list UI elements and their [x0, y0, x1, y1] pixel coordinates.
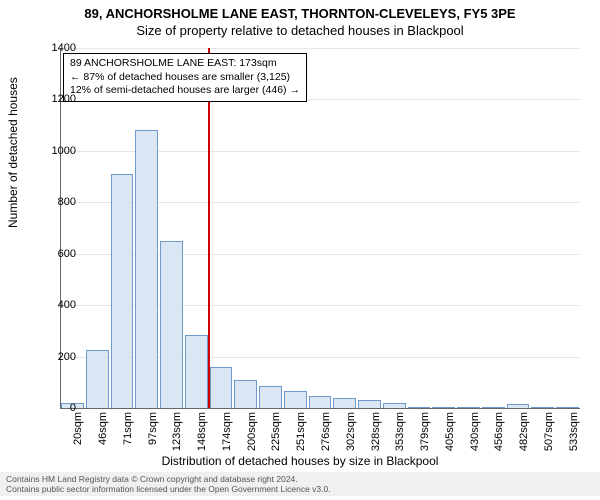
x-tick-label: 533sqm	[568, 412, 580, 452]
annotation-line: 89 ANCHORSHOLME LANE EAST: 173sqm	[70, 57, 300, 71]
x-tick-label: 276sqm	[320, 412, 332, 452]
footer-line-2: Contains public sector information licen…	[6, 484, 594, 494]
y-tick-label: 1000	[52, 145, 76, 157]
histogram-bar	[185, 335, 208, 408]
histogram-bar	[259, 386, 282, 408]
histogram-bar	[284, 391, 307, 408]
histogram-bar	[111, 174, 134, 408]
histogram-bar	[333, 398, 356, 408]
x-tick-label: 379sqm	[419, 412, 431, 452]
histogram-bar	[210, 367, 233, 408]
x-tick-label: 148sqm	[196, 412, 208, 452]
x-tick-label: 456sqm	[493, 412, 505, 452]
x-tick-label: 20sqm	[72, 412, 84, 452]
title-line-2: Size of property relative to detached ho…	[0, 21, 600, 38]
histogram-bar	[309, 396, 332, 408]
annotation-box: 89 ANCHORSHOLME LANE EAST: 173sqm← 87% o…	[63, 53, 307, 102]
x-tick-label: 405sqm	[444, 412, 456, 452]
y-tick-label: 1400	[52, 42, 76, 54]
footer-line-1: Contains HM Land Registry data © Crown c…	[6, 474, 594, 484]
chart-container: 89, ANCHORSHOLME LANE EAST, THORNTON-CLE…	[0, 0, 600, 500]
x-tick-label: 251sqm	[295, 412, 307, 452]
y-tick-label: 600	[58, 248, 76, 260]
y-axis-label: Number of detached houses	[6, 77, 20, 228]
x-tick-label: 225sqm	[270, 412, 282, 452]
footer-attribution: Contains HM Land Registry data © Crown c…	[0, 472, 600, 496]
x-tick-label: 174sqm	[221, 412, 233, 452]
y-tick-label: 800	[58, 196, 76, 208]
x-tick-label: 46sqm	[97, 412, 109, 452]
x-tick-label: 430sqm	[469, 412, 481, 452]
x-tick-label: 97sqm	[147, 412, 159, 452]
x-tick-label: 482sqm	[518, 412, 530, 452]
x-tick-label: 200sqm	[246, 412, 258, 452]
x-axis-line	[60, 408, 580, 409]
y-tick-label: 200	[58, 351, 76, 363]
x-tick-label: 328sqm	[370, 412, 382, 452]
x-axis-label: Distribution of detached houses by size …	[0, 454, 600, 468]
plot-area	[60, 48, 580, 408]
histogram-bar	[135, 130, 158, 408]
y-tick-label: 400	[58, 299, 76, 311]
x-tick-label: 507sqm	[543, 412, 555, 452]
y-tick-label: 1200	[52, 93, 76, 105]
annotation-line: 12% of semi-detached houses are larger (…	[70, 84, 300, 98]
histogram-bar	[160, 241, 183, 408]
histogram-bar	[358, 400, 381, 408]
histogram-bar	[86, 350, 109, 408]
title-line-1: 89, ANCHORSHOLME LANE EAST, THORNTON-CLE…	[0, 0, 600, 21]
gridline	[60, 48, 580, 49]
x-tick-label: 302sqm	[345, 412, 357, 452]
property-marker-line	[208, 48, 210, 408]
x-tick-label: 71sqm	[122, 412, 134, 452]
x-tick-label: 353sqm	[394, 412, 406, 452]
annotation-line: ← 87% of detached houses are smaller (3,…	[70, 71, 300, 85]
histogram-bar	[234, 380, 257, 408]
x-tick-label: 123sqm	[171, 412, 183, 452]
